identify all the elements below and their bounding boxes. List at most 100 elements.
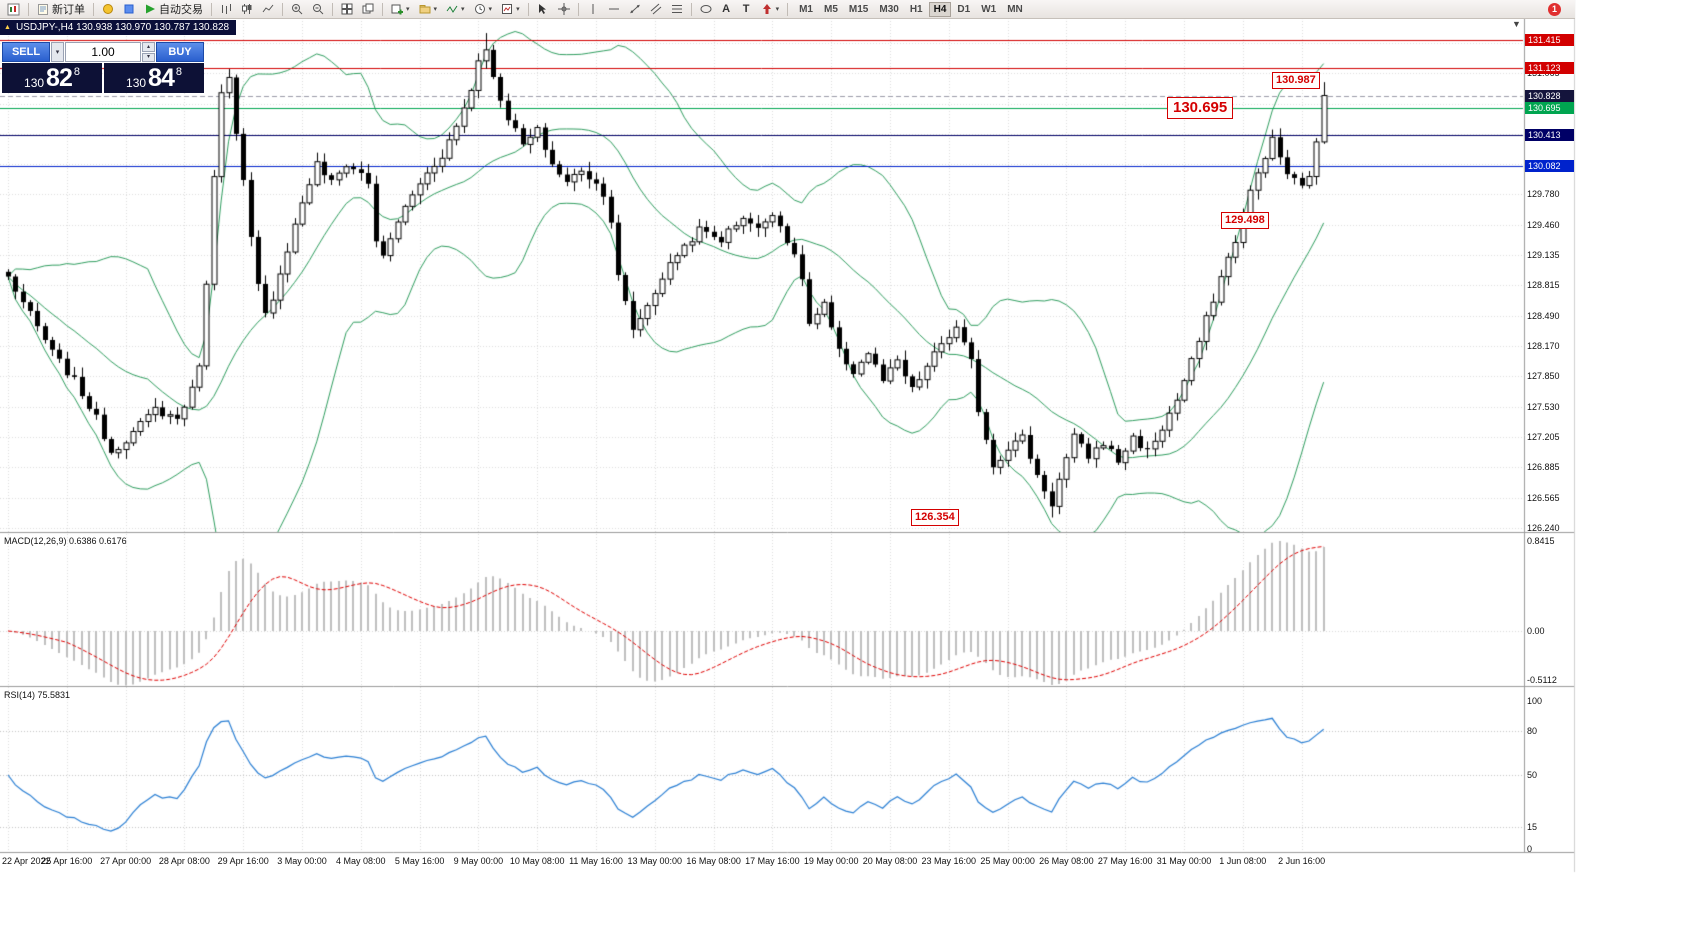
candlestick-chart-icon <box>242 4 252 14</box>
new-chart-button[interactable]: ▾ <box>387 1 414 18</box>
sell-button[interactable]: SELL <box>2 42 50 62</box>
text-button[interactable]: A <box>717 1 736 18</box>
trade-prices-row: 130 82 8 130 84 8 <box>2 63 204 93</box>
rsi-pane-divider[interactable] <box>0 685 1523 689</box>
line-chart-button[interactable] <box>258 1 278 18</box>
toolbar-separator <box>577 2 579 16</box>
new-order-icon <box>38 3 48 15</box>
expert-advisors-button[interactable] <box>98 1 118 18</box>
timeframe-h1-button[interactable]: H1 <box>905 2 928 17</box>
ellipse-shape-icon <box>700 5 712 13</box>
sell-price-point: 8 <box>73 66 80 78</box>
scripts-button[interactable] <box>119 1 139 18</box>
sell-price-pips: 82 <box>46 64 73 92</box>
buy-price-display[interactable]: 130 84 8 <box>104 63 204 93</box>
channel-icon <box>650 3 661 15</box>
bar-chart-icon <box>222 4 231 14</box>
candlestick-chart-button[interactable] <box>237 1 257 18</box>
volume-up-button[interactable]: ▴ <box>142 42 155 52</box>
arrow-tool-icon <box>762 4 771 14</box>
toolbar-separator <box>690 2 692 16</box>
toolbar-separator <box>282 2 283 16</box>
chart-window-icon <box>7 3 20 15</box>
indicators-button[interactable]: ▾ <box>442 1 469 18</box>
vertical-line-button[interactable] <box>583 1 603 18</box>
fibonacci-button[interactable] <box>667 1 687 18</box>
zoom-in-button[interactable] <box>287 1 307 18</box>
timeframe-h4-button[interactable]: H4 <box>928 1 952 17</box>
horizontal-line-icon <box>608 8 619 10</box>
chart-shift-marker-icon: ▼ <box>1512 19 1521 29</box>
templates-icon <box>502 4 513 14</box>
timeframe-d1-button[interactable]: D1 <box>952 2 975 17</box>
timeframe-m15-button[interactable]: M15 <box>844 2 873 17</box>
timeframe-mn-button[interactable]: MN <box>1002 2 1028 17</box>
cascade-windows-button[interactable] <box>358 1 378 18</box>
toolbar-separator <box>93 2 94 16</box>
chart-title-text: USDJPY-,H4 130.938 130.970 130.787 130.8… <box>15 22 230 33</box>
timeframe-toolbar: M1 M5 M15 M30 H1 H4 D1 W1 MN <box>794 1 1028 17</box>
toolbar-separator <box>787 2 789 16</box>
profiles-button[interactable]: ▾ <box>415 1 442 18</box>
volume-spinner: ▴ ▾ <box>142 42 155 62</box>
macd-indicator-label: MACD(12,26,9) 0.6386 0.6176 <box>4 536 127 546</box>
indicators-icon <box>446 5 458 13</box>
toolbar-separator <box>211 2 212 16</box>
toolbar-separator <box>527 2 529 16</box>
timeframe-w1-button[interactable]: W1 <box>976 2 1001 17</box>
new-order-label: 新订单 <box>52 4 85 16</box>
caret-down-icon: ▾ <box>775 5 780 13</box>
volume-down-button[interactable]: ▾ <box>142 52 155 62</box>
caret-down-icon: ▾ <box>516 5 520 13</box>
caret-down-icon: ▾ <box>461 5 465 13</box>
rsi-indicator-label: RSI(14) 75.5831 <box>4 690 71 700</box>
zoom-in-icon <box>292 4 303 15</box>
tile-windows-button[interactable] <box>337 1 357 18</box>
templates-button[interactable]: ▾ <box>497 1 524 18</box>
label-button[interactable]: T <box>737 1 756 18</box>
horizontal-line-button[interactable] <box>604 1 624 18</box>
sell-price-display[interactable]: 130 82 8 <box>2 63 102 93</box>
crosshair-icon <box>557 3 570 15</box>
order-options-caret[interactable]: ▾ <box>51 42 64 62</box>
new-order-button[interactable]: 新订单 <box>33 1 89 18</box>
equidistant-channel-button[interactable] <box>646 1 666 18</box>
caret-down-icon: ▾ <box>406 5 410 13</box>
tile-windows-icon <box>341 3 353 15</box>
zoom-out-button[interactable] <box>308 1 328 18</box>
timeframe-m1-button[interactable]: M1 <box>794 2 818 17</box>
bar-chart-button[interactable] <box>216 1 236 18</box>
trendline-button[interactable] <box>625 1 645 18</box>
timeframe-m5-button[interactable]: M5 <box>819 2 843 17</box>
arrows-button[interactable]: ▾ <box>757 1 784 18</box>
toolbar-separator <box>28 2 29 16</box>
main-toolbar: 新订单 自动交易 ▾ ▾ ▾ ▾ ▾ A T ▾ M1 M5 M <box>0 0 1575 19</box>
auto-trading-label: 自动交易 <box>159 4 203 16</box>
crosshair-button[interactable] <box>554 1 574 18</box>
text-tool-icon: A <box>722 3 731 15</box>
trendline-icon <box>629 4 640 14</box>
auto-trading-button[interactable]: 自动交易 <box>140 1 207 18</box>
notification-badge[interactable]: 1 <box>1548 3 1561 16</box>
macd-pane-divider[interactable] <box>0 531 1523 535</box>
chart-window-button[interactable] <box>3 1 24 18</box>
timeframe-m30-button[interactable]: M30 <box>874 2 903 17</box>
profiles-icon <box>419 5 431 14</box>
zoom-out-icon <box>313 4 324 15</box>
volume-input[interactable] <box>65 42 141 62</box>
shapes-button[interactable] <box>696 1 716 18</box>
buy-button[interactable]: BUY <box>156 42 204 62</box>
fibonacci-icon <box>671 5 682 13</box>
sell-price-integer: 130 <box>24 76 45 90</box>
cascade-windows-icon <box>362 3 374 14</box>
periods-button[interactable]: ▾ <box>470 1 497 18</box>
vertical-line-icon <box>592 4 594 14</box>
toolbar-separator <box>332 2 333 16</box>
scripts-icon <box>124 4 134 14</box>
chart-symbol-icon: ▲ <box>4 24 11 31</box>
new-chart-icon <box>391 4 403 15</box>
line-chart-icon <box>262 4 274 13</box>
cursor-button[interactable] <box>533 1 553 18</box>
